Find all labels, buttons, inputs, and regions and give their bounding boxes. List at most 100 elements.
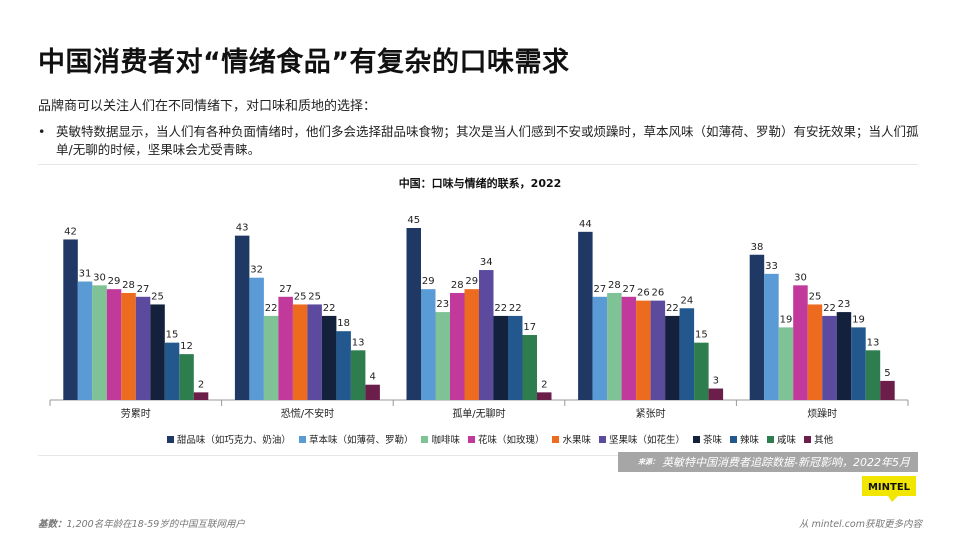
data-label: 23 xyxy=(838,299,851,310)
data-label: 29 xyxy=(422,276,435,287)
legend-label: 甜品味（如巧克力、奶油） xyxy=(176,435,291,446)
bar xyxy=(479,270,494,400)
data-label: 13 xyxy=(867,337,880,348)
data-label: 18 xyxy=(337,318,350,329)
bar xyxy=(121,292,136,400)
bar xyxy=(406,228,421,400)
bar xyxy=(321,315,337,400)
bar xyxy=(807,304,823,400)
data-label: 27 xyxy=(593,284,606,295)
data-label: 26 xyxy=(637,288,650,299)
bar xyxy=(63,239,78,400)
bar xyxy=(365,384,380,400)
legend-item: 咖啡味 xyxy=(421,432,460,446)
bar xyxy=(263,315,279,400)
legend-swatch xyxy=(421,435,429,443)
bar xyxy=(578,231,593,400)
category-label: 孤单/无聊时 xyxy=(452,407,505,420)
data-label: 27 xyxy=(622,284,635,295)
data-label: 29 xyxy=(465,276,478,287)
bar xyxy=(150,304,165,400)
subtitle: 品牌商可以关注人们在不同情绪下，对口味和质地的选择： xyxy=(38,99,377,114)
data-label: 22 xyxy=(666,303,679,314)
bar xyxy=(836,312,852,400)
bar xyxy=(764,273,779,400)
data-label: 19 xyxy=(780,314,793,325)
data-label: 44 xyxy=(579,219,592,230)
bar xyxy=(778,327,794,400)
legend-label: 辣味 xyxy=(740,435,760,446)
bar xyxy=(464,289,479,400)
data-label: 34 xyxy=(480,257,493,268)
legend-item: 咸味 xyxy=(767,432,796,446)
category-label: 劳累时 xyxy=(121,407,151,420)
bar xyxy=(679,308,695,400)
data-label: 15 xyxy=(695,330,708,341)
data-label: 30 xyxy=(93,272,106,283)
footnote: 基数：1,200名年龄在18-59岁的中国互联网用户 xyxy=(38,516,245,530)
data-label: 22 xyxy=(494,303,507,314)
bullet-text: 英敏特数据显示，当人们有各种负面情绪时，他们多会选择甜品味食物；其次是当人们感到… xyxy=(56,124,919,157)
logo-bubble xyxy=(862,476,916,502)
category-label: 紧张时 xyxy=(636,408,666,420)
bar xyxy=(822,315,837,400)
data-label: 22 xyxy=(509,303,522,314)
data-label: 27 xyxy=(279,284,292,295)
bar xyxy=(92,285,107,400)
bar xyxy=(793,285,808,400)
data-label: 25 xyxy=(294,291,307,302)
data-label: 25 xyxy=(809,291,822,302)
bar xyxy=(421,289,436,400)
data-label: 38 xyxy=(751,242,764,253)
bar xyxy=(179,354,194,400)
legend-label: 花味（如玫瑰） xyxy=(477,435,545,446)
more-content-link[interactable]: 从 mintel.com获取更多内容 xyxy=(799,519,922,530)
data-label: 25 xyxy=(151,291,164,302)
bar xyxy=(694,342,709,400)
bar xyxy=(350,350,366,400)
legend-item: 草本味（如薄荷、罗勒） xyxy=(298,432,413,446)
bar xyxy=(708,388,724,400)
data-label: 43 xyxy=(236,223,249,234)
data-label: 29 xyxy=(108,276,121,287)
bar xyxy=(665,315,680,400)
bar xyxy=(650,300,666,400)
data-label: 5 xyxy=(884,368,890,379)
bar xyxy=(537,392,552,400)
legend-swatch xyxy=(730,435,738,443)
bar xyxy=(880,380,895,400)
bullet-paragraph: • 英敏特数据显示，当人们有各种负面情绪时，他们多会选择甜品味食物；其次是当人们… xyxy=(38,123,928,159)
legend-item: 坚果味（如花生） xyxy=(599,432,685,446)
divider-top xyxy=(38,164,918,165)
legend-swatch xyxy=(804,435,812,443)
bar xyxy=(292,304,308,400)
legend-item: 甜品味（如巧克力、奶油） xyxy=(166,432,291,446)
legend-label: 其他 xyxy=(814,435,834,446)
footnote-text: 1,200名年龄在18-59岁的中国互联网用户 xyxy=(66,519,245,530)
legend-item: 水果味 xyxy=(552,432,591,446)
category-label: 烦躁时 xyxy=(807,407,837,420)
data-label: 3 xyxy=(713,376,719,387)
legend-swatch xyxy=(552,435,560,443)
data-label: 32 xyxy=(250,265,263,276)
category-label: 恐慌/不安时 xyxy=(281,407,334,420)
legend-label: 坚果味（如花生） xyxy=(609,435,686,446)
legend-swatch xyxy=(467,435,475,443)
data-label: 12 xyxy=(180,341,193,352)
legend-swatch xyxy=(298,435,306,443)
bar xyxy=(106,289,122,400)
data-label: 24 xyxy=(680,295,693,306)
legend-label: 咸味 xyxy=(777,435,797,446)
data-label: 22 xyxy=(823,303,836,314)
bar xyxy=(522,335,537,400)
mintel-logo: MINTEL xyxy=(862,476,916,502)
source-label: 来源： xyxy=(638,458,660,466)
page-title: 中国消费者对“情绪食品”有复杂的口味需求 xyxy=(38,47,570,78)
bar xyxy=(307,304,322,400)
bar xyxy=(592,296,608,400)
legend-label: 茶味 xyxy=(703,435,723,446)
data-label: 31 xyxy=(79,269,92,280)
bar xyxy=(435,312,450,400)
bar xyxy=(336,331,351,400)
bar xyxy=(493,315,508,400)
